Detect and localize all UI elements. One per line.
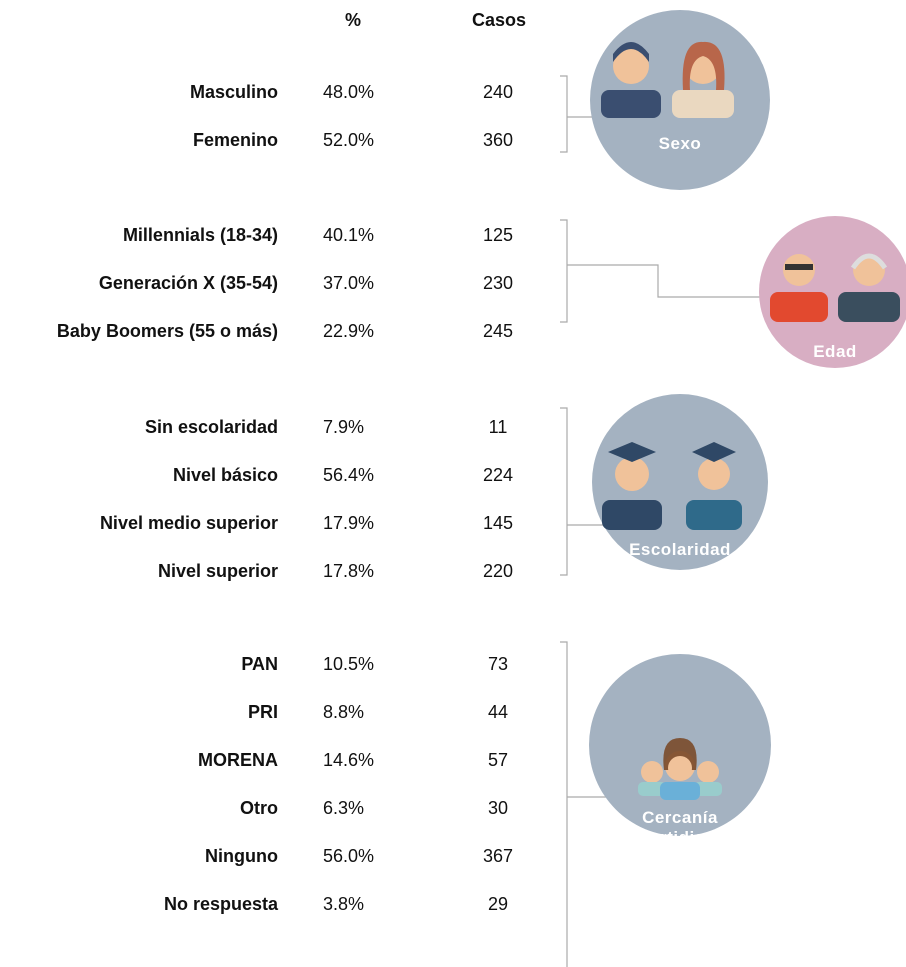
group-label: Escolaridad — [629, 540, 731, 559]
row-cases: 145 — [482, 513, 514, 533]
row-label: Nivel medio superior — [99, 513, 278, 533]
row-percent: 17.9% — [323, 513, 375, 533]
row-percent: 56.4% — [323, 465, 375, 485]
group-label: Cercanía partidista — [639, 808, 721, 847]
row-label: Masculino — [189, 82, 278, 102]
row-cases: 125 — [482, 225, 514, 245]
row-label: Otro — [240, 798, 278, 818]
row-percent: 37.0% — [323, 273, 375, 293]
row-percent: 10.5% — [323, 654, 375, 674]
row-cases: 220 — [482, 561, 514, 581]
row-cases: 29 — [487, 894, 509, 914]
group-label: Sexo — [658, 134, 702, 153]
row-cases: 57 — [487, 750, 509, 770]
row-label: Generación X (35-54) — [98, 273, 278, 293]
row-label: PRI — [247, 702, 278, 722]
row-percent: 17.8% — [323, 561, 375, 581]
row-label: Femenino — [192, 130, 278, 150]
row-cases: 245 — [482, 321, 514, 341]
row-cases: 224 — [482, 465, 514, 485]
row-cases: 230 — [482, 273, 514, 293]
row-percent: 48.0% — [323, 82, 375, 102]
row-label: No respuesta — [163, 894, 278, 914]
row-percent: 14.6% — [323, 750, 375, 770]
row-cases: 367 — [482, 846, 514, 866]
row-percent: 56.0% — [323, 846, 375, 866]
row-label: Nivel básico — [172, 465, 278, 485]
group-label: Edad — [813, 342, 857, 361]
row-label: Nivel superior — [157, 561, 278, 581]
row-cases: 73 — [487, 654, 509, 674]
row-percent: 8.8% — [323, 702, 365, 722]
row-percent: 52.0% — [323, 130, 375, 150]
header-percent: % — [345, 10, 362, 30]
row-cases: 44 — [487, 702, 509, 722]
row-percent: 7.9% — [323, 417, 365, 437]
row-label: Millennials (18-34) — [122, 225, 278, 245]
row-percent: 3.8% — [323, 894, 365, 914]
row-cases: 11 — [488, 417, 508, 437]
row-cases: 240 — [482, 82, 514, 102]
row-cases: 30 — [487, 798, 509, 818]
header-cases: Casos — [472, 10, 527, 30]
row-label: Baby Boomers (55 o más) — [56, 321, 278, 341]
row-cases: 360 — [482, 130, 514, 150]
row-label: PAN — [241, 654, 278, 674]
row-label: Sin escolaridad — [144, 417, 278, 437]
row-percent: 40.1% — [323, 225, 375, 245]
row-label: Ninguno — [205, 846, 278, 866]
row-percent: 22.9% — [323, 321, 375, 341]
row-percent: 6.3% — [323, 798, 365, 818]
row-label: MORENA — [198, 750, 278, 770]
